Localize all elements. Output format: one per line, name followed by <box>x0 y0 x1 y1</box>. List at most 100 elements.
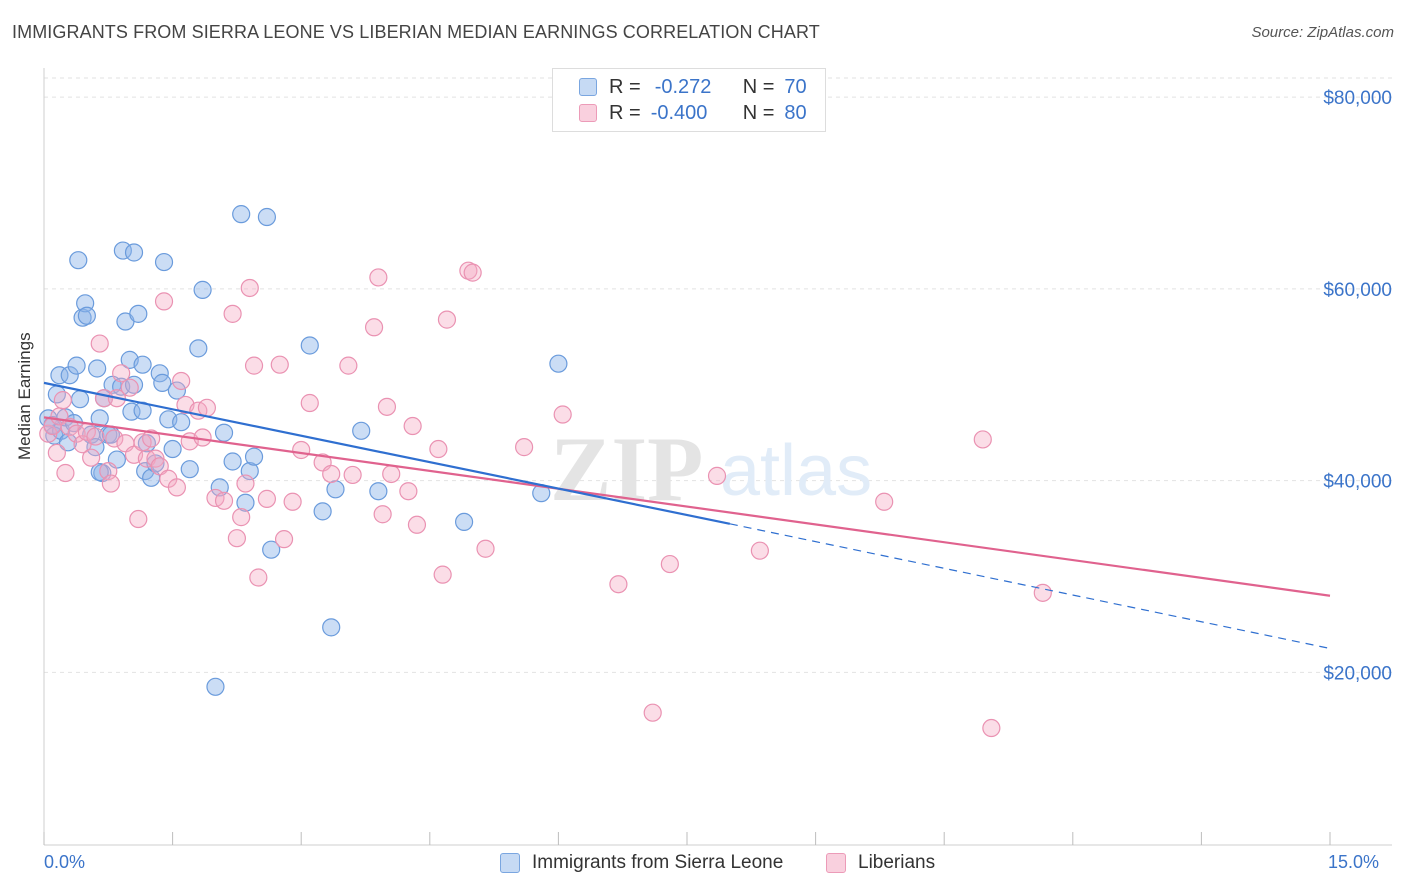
data-point-sierra-leone <box>369 482 388 501</box>
data-point-sierra-leone <box>206 677 225 696</box>
data-point-liberians <box>105 429 124 448</box>
data-point-sierra-leone <box>153 373 172 392</box>
data-point-liberians <box>227 529 246 548</box>
data-point-liberians <box>343 465 362 485</box>
data-point-sierra-leone <box>69 251 88 270</box>
data-point-sierra-leone <box>154 252 174 272</box>
data-point-liberians <box>120 378 139 397</box>
x-tick-label-max: 15.0% <box>1328 852 1380 872</box>
legend-n-value: 70 <box>784 75 807 98</box>
data-point-liberians <box>197 398 216 417</box>
trendline-liberians <box>43 416 1331 597</box>
data-point-liberians <box>433 565 452 584</box>
data-point-liberians <box>142 429 161 448</box>
data-point-liberians <box>875 492 894 511</box>
y-axis-label: Median Earnings <box>15 332 34 460</box>
x-tick-label-min: 0.0% <box>44 852 86 872</box>
data-point-liberians <box>407 515 427 534</box>
data-point-liberians <box>90 334 109 353</box>
y-tick-label: $20,000 <box>1323 663 1392 684</box>
data-point-liberians <box>707 466 727 485</box>
data-point-sierra-leone <box>67 356 86 375</box>
data-point-liberians <box>56 463 75 483</box>
legend-r-value: -0.272 <box>654 75 712 98</box>
source-label: Source: ZipAtlas.com <box>1251 24 1394 41</box>
data-point-sierra-leone <box>163 439 182 459</box>
legend-n-value: 80 <box>784 101 807 124</box>
data-point-sierra-leone <box>124 243 144 262</box>
series-legend-swatch-pink <box>826 853 846 873</box>
data-point-liberians <box>403 416 422 436</box>
data-point-sierra-leone <box>454 512 474 532</box>
series-sierra-leone-points <box>39 205 568 696</box>
legend-row-liberians: R = -0.400 N = 80 <box>579 101 807 125</box>
data-point-sierra-leone <box>214 423 234 442</box>
data-point-liberians <box>364 318 384 337</box>
data-point-liberians <box>377 397 397 416</box>
legend-r-label: R = <box>609 101 641 124</box>
legend-n-label: N = <box>742 101 775 124</box>
data-point-liberians <box>643 703 662 722</box>
series-legend: Immigrants from Sierra Leone Liberians <box>0 852 1406 878</box>
series-legend-item-liberians: Liberians <box>826 852 935 874</box>
chart-title: IMMIGRANTS FROM SIERRA LEONE VS LIBERIAN… <box>12 22 820 42</box>
data-point-liberians <box>232 508 251 527</box>
y-tick-label: $60,000 <box>1323 280 1392 301</box>
data-point-liberians <box>373 505 392 524</box>
data-point-sierra-leone <box>129 304 148 323</box>
data-point-sierra-leone <box>257 207 277 227</box>
data-point-sierra-leone <box>322 618 341 637</box>
data-point-liberians <box>154 292 174 311</box>
data-point-sierra-leone <box>313 502 332 521</box>
data-point-sierra-leone <box>167 381 186 400</box>
data-point-liberians <box>339 356 358 375</box>
data-point-sierra-leone <box>77 306 96 325</box>
data-point-sierra-leone <box>244 447 264 466</box>
data-point-liberians <box>660 554 679 574</box>
series-legend-item-sierra-leone: Immigrants from Sierra Leone <box>500 852 783 874</box>
data-point-sierra-leone <box>352 421 371 440</box>
data-point-liberians <box>553 405 572 424</box>
data-point-sierra-leone <box>60 366 79 385</box>
data-point-sierra-leone <box>70 390 90 409</box>
data-point-sierra-leone <box>88 359 107 378</box>
data-point-sierra-leone <box>172 413 191 432</box>
data-point-liberians <box>86 427 105 446</box>
data-point-liberians <box>429 439 448 459</box>
y-tick-labels: $20,000 $40,000 $60,000 $80,000 <box>1323 88 1392 684</box>
data-point-sierra-leone <box>189 339 208 358</box>
axes <box>43 68 1392 846</box>
trendline-sierra-leone <box>43 381 731 525</box>
data-point-sierra-leone <box>236 493 255 512</box>
data-point-liberians <box>249 568 268 587</box>
legend-n-label: N = <box>742 75 775 98</box>
data-point-sierra-leone <box>223 452 242 471</box>
legend-row-sierra-leone: R = -0.272 N = 70 <box>579 75 807 99</box>
data-point-liberians <box>236 474 255 493</box>
legend-r-value: -0.400 <box>650 101 708 124</box>
correlation-legend: R = -0.272 N = 70 R = -0.400 N = 80 <box>552 68 826 132</box>
data-point-sierra-leone <box>193 280 212 299</box>
data-point-liberians <box>300 393 319 413</box>
data-point-liberians <box>257 489 277 508</box>
data-point-sierra-leone <box>300 336 319 355</box>
data-point-liberians <box>101 474 120 493</box>
data-point-liberians <box>270 355 289 374</box>
data-point-sierra-leone <box>90 409 109 428</box>
data-point-liberians <box>437 310 457 329</box>
data-point-liberians <box>129 509 148 529</box>
data-point-sierra-leone <box>210 478 229 497</box>
data-point-liberians <box>47 443 66 462</box>
data-point-liberians <box>750 541 769 560</box>
data-point-liberians <box>223 304 242 323</box>
data-point-liberians <box>53 391 72 410</box>
data-point-sierra-leone <box>549 354 568 373</box>
data-point-liberians <box>60 417 79 437</box>
data-point-liberians <box>1033 583 1052 602</box>
series-legend-label: Immigrants from Sierra Leone <box>532 852 784 873</box>
y-tick-label: $80,000 <box>1323 88 1392 109</box>
data-point-liberians <box>167 478 186 497</box>
data-point-liberians <box>112 364 131 383</box>
data-point-sierra-leone <box>133 355 152 374</box>
